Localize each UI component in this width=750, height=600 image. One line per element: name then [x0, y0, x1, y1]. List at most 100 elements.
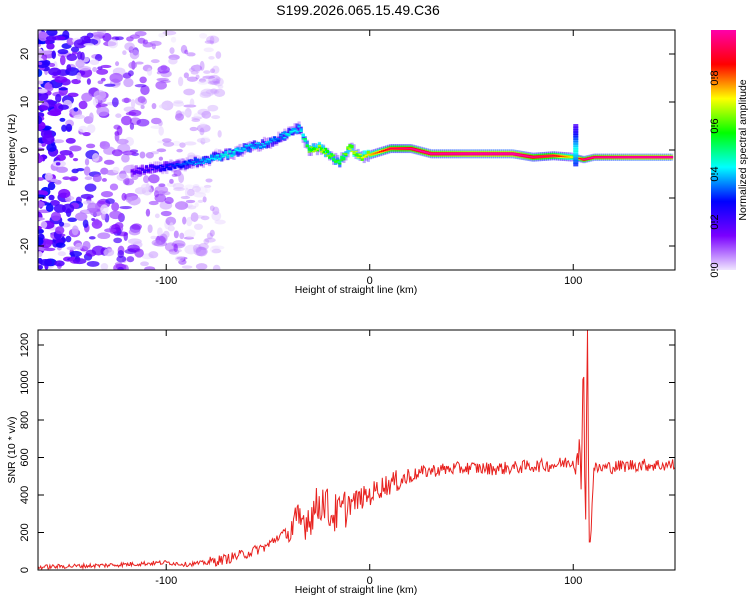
- noise-blob: [57, 49, 69, 55]
- ridge-segment: [195, 158, 199, 162]
- ridge-segment: [441, 153, 446, 155]
- ridge-segment: [403, 147, 407, 150]
- noise-blob: [169, 178, 174, 184]
- ridge-segment: [269, 139, 273, 149]
- ridge-segment: [185, 161, 189, 163]
- ridge-segment: [338, 163, 342, 165]
- ridge-segment: [281, 132, 285, 135]
- ridge-segment: [362, 154, 366, 164]
- noise-blob: [217, 84, 224, 89]
- noise-blob: [99, 141, 106, 147]
- ridge-segment: [667, 156, 672, 158]
- noise-blob: [73, 107, 79, 112]
- noise-blob: [102, 32, 112, 42]
- spectrogram-xlabel: Height of straight line (km): [295, 284, 418, 296]
- ridge-segment: [372, 152, 376, 155]
- noise-blob: [51, 50, 56, 60]
- noise-blob: [98, 200, 106, 205]
- chart-title: S199.2026.065.15.49.C36: [276, 2, 440, 18]
- ridge-segment: [181, 164, 185, 168]
- ridge-segment: [631, 156, 635, 158]
- noise-blob: [182, 216, 187, 225]
- ridge-spike-segment: [573, 133, 579, 138]
- noise-blob: [58, 188, 71, 199]
- ridge-segment: [566, 156, 570, 158]
- ridge-segment: [165, 166, 169, 169]
- colorbar: 0.0 0.2 0.4 0.6 0.8 Normalized spectral ampl…: [709, 30, 749, 278]
- noise-blob: [78, 100, 88, 110]
- ridge-segment: [661, 156, 665, 158]
- noise-blob: [191, 118, 201, 123]
- spectrogram-y-tick-label: -20: [19, 238, 31, 254]
- noise-blob: [150, 235, 157, 240]
- ridge-segment: [509, 153, 513, 155]
- noise-blob: [183, 88, 195, 96]
- noise-blob: [62, 176, 71, 180]
- noise-blob: [178, 173, 185, 184]
- ridge-segment: [179, 164, 183, 166]
- ridge-spike-segment: [573, 145, 579, 150]
- ridge-segment: [444, 153, 448, 155]
- ridge-spike-segment: [573, 140, 579, 145]
- noise-blob: [38, 91, 49, 102]
- noise-blob: [202, 75, 215, 79]
- ridge-segment: [503, 153, 507, 155]
- ridge-segment: [596, 156, 600, 158]
- ridge-segment: [187, 161, 191, 168]
- ridge-segment: [541, 155, 545, 158]
- ridge-segment: [193, 163, 197, 166]
- ridge-segment: [177, 163, 181, 165]
- noise-blob: [204, 237, 216, 243]
- ridge-segment: [334, 161, 338, 163]
- noise-blob: [45, 35, 57, 42]
- noise-blob: [54, 260, 65, 267]
- noise-blob: [89, 59, 99, 66]
- ridge-spike-segment: [573, 148, 579, 152]
- ridge-segment: [651, 156, 655, 158]
- noise-blob: [189, 126, 198, 132]
- snr-y-tick-label: 600: [19, 448, 31, 466]
- ridge-segment: [635, 156, 639, 158]
- ridge-segment: [279, 134, 283, 137]
- noise-blob: [160, 64, 168, 71]
- ridge-segment: [342, 157, 346, 161]
- ridge-segment: [266, 141, 271, 145]
- ridge-segment: [627, 156, 631, 158]
- ridge-segment: [146, 169, 151, 171]
- noise-blob: [155, 81, 167, 90]
- snr-y-tick-label: 0: [19, 567, 31, 573]
- noise-blob: [208, 56, 215, 60]
- ridge-segment: [161, 167, 165, 171]
- noise-blob: [188, 67, 195, 72]
- noise-blob: [217, 130, 222, 138]
- ridge-segment: [189, 160, 193, 165]
- ridge-segment: [207, 159, 212, 163]
- noise-blob: [158, 104, 168, 109]
- snr-y-tick-label: 1000: [19, 370, 31, 394]
- ridge-segment: [157, 166, 161, 169]
- ridge-segment: [385, 149, 389, 151]
- ridge-spike-segment: [573, 138, 579, 143]
- noise-blob: [122, 178, 135, 186]
- ridge-segment: [393, 147, 397, 150]
- noise-blob: [117, 266, 124, 270]
- ridge-segment: [604, 156, 609, 158]
- noise-blob: [157, 227, 163, 237]
- ridge-segment: [356, 156, 360, 159]
- ridge-segment: [470, 153, 474, 155]
- ridge-segment: [132, 170, 136, 173]
- ridge-segment: [344, 153, 348, 155]
- ridge-segment: [291, 130, 295, 133]
- noise-blob: [56, 154, 66, 161]
- ridge-segment: [197, 162, 201, 165]
- snr-x-tick-label: 100: [564, 575, 582, 587]
- ridge-segment: [560, 155, 564, 158]
- ridge-segment: [138, 167, 142, 170]
- noise-blob: [61, 203, 75, 214]
- noise-blob: [82, 131, 91, 137]
- noise-blob: [121, 115, 132, 126]
- noise-blob: [119, 205, 132, 210]
- ridge-segment: [230, 155, 234, 157]
- ridge-segment: [254, 145, 258, 149]
- noise-blob: [213, 77, 224, 87]
